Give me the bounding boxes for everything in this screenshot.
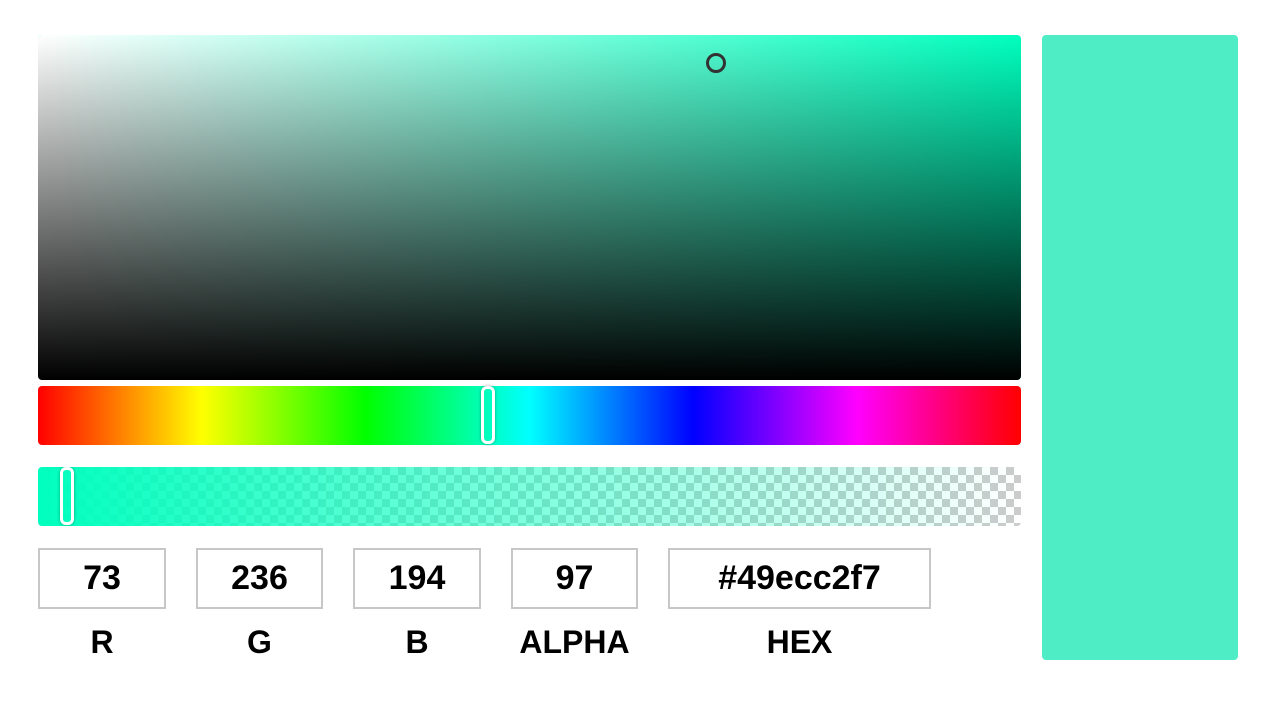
red-field[interactable]: [38, 548, 166, 609]
alpha-input[interactable]: [513, 550, 636, 607]
hue-slider-handle[interactable]: [481, 386, 496, 444]
value-gradient: [38, 35, 1021, 380]
blue-label: B: [405, 624, 429, 660]
saturation-value-area[interactable]: [38, 35, 1021, 380]
blue-field[interactable]: [353, 548, 481, 609]
hex-field[interactable]: [668, 548, 931, 609]
red-label: R: [90, 624, 114, 660]
green-field[interactable]: [196, 548, 323, 609]
alpha-field[interactable]: [511, 548, 638, 609]
green-input[interactable]: [198, 550, 321, 607]
hue-slider[interactable]: [38, 386, 1021, 445]
hex-label: HEX: [766, 624, 833, 660]
saturation-value-cursor[interactable]: [706, 52, 727, 73]
blue-input[interactable]: [355, 550, 479, 607]
alpha-slider[interactable]: [38, 467, 1021, 526]
alpha-slider-handle[interactable]: [60, 467, 75, 525]
green-label: G: [247, 624, 272, 660]
color-preview-swatch: [1042, 35, 1238, 660]
alpha-gradient: [38, 467, 1021, 526]
hex-input[interactable]: [670, 550, 929, 607]
red-input[interactable]: [40, 550, 164, 607]
alpha-label: ALPHA: [519, 624, 630, 660]
